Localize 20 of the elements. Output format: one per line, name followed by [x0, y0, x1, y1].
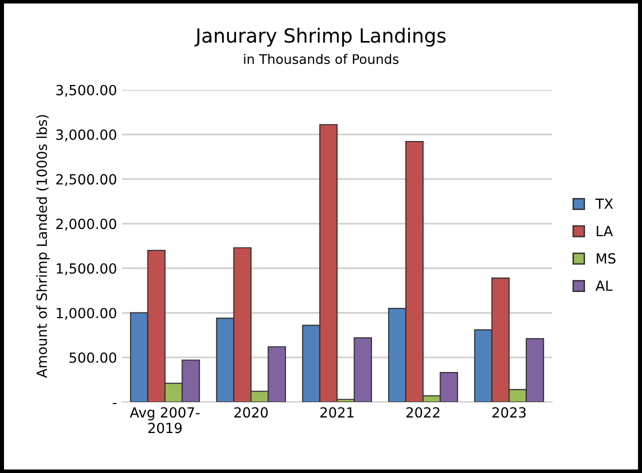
y-tick-label: -: [112, 402, 116, 404]
chart-subtitle: in Thousands of Pounds: [244, 54, 398, 64]
y-axis-title: Amount of Shrimp Landed (1000s lbs): [36, 115, 50, 378]
x-tick-label: 2022: [406, 407, 440, 418]
legend-label: AL: [596, 280, 613, 291]
x-tick-label: 2020: [234, 407, 268, 418]
y-tick-label: 2,500.00: [56, 174, 116, 186]
x-tick-label: 2021: [320, 407, 354, 418]
y-tick-label: 1,500.00: [56, 263, 116, 276]
y-tick-label: 3,000.00: [56, 129, 116, 142]
y-tick-label: 2,000.00: [56, 218, 116, 231]
legend-label: LA: [596, 226, 613, 236]
legend-label: MS: [596, 253, 616, 264]
legend-label: TX: [595, 198, 614, 209]
y-tick-label: 1,000.00: [56, 308, 116, 320]
y-tick-label: 500.00: [70, 352, 116, 363]
y-tick-label: 3,500.00: [56, 84, 116, 97]
x-tick-label: Avg 2007- 2019: [130, 407, 200, 434]
x-tick-label: 2023: [492, 407, 526, 418]
chart-title: Janurary Shrimp Landings: [194, 28, 446, 47]
